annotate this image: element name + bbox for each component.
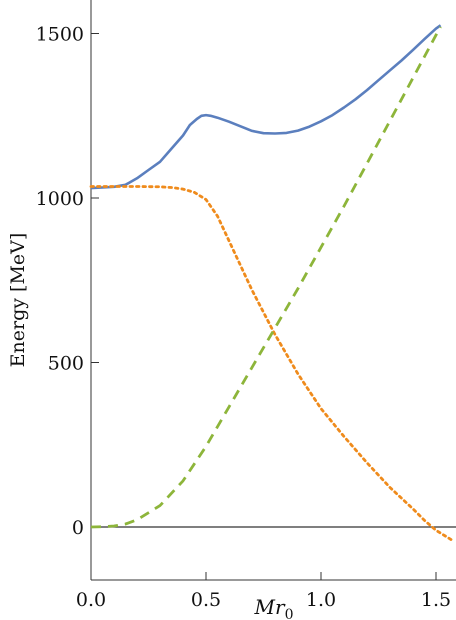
series-line-dashed — [90, 26, 442, 529]
y-tick-label: 1500 — [36, 24, 84, 46]
chart-axes — [90, 0, 456, 581]
x-tick-label: 1.0 — [306, 589, 336, 611]
series-line-solid — [90, 24, 442, 190]
x-axis-title-subscript: 0 — [285, 607, 294, 620]
y-tick-label: 1000 — [36, 188, 84, 210]
y-tick-label: 500 — [48, 353, 84, 375]
y-axis-title: Energy [MeV] — [7, 233, 29, 368]
x-axis-title-main: Mr — [254, 595, 286, 619]
x-axis-title: Mr0 — [254, 595, 294, 620]
x-tick-label: 1.5 — [421, 589, 451, 611]
x-tick-label: 0.0 — [76, 589, 106, 611]
axis-ticks: 0.0 0.5 1.0 1.5 0 500 1000 1500 — [36, 24, 451, 612]
series-line-dotted — [89, 185, 454, 542]
y-tick-label: 0 — [72, 517, 84, 539]
x-tick-label: 0.5 — [191, 589, 221, 611]
series-layer — [89, 24, 454, 542]
